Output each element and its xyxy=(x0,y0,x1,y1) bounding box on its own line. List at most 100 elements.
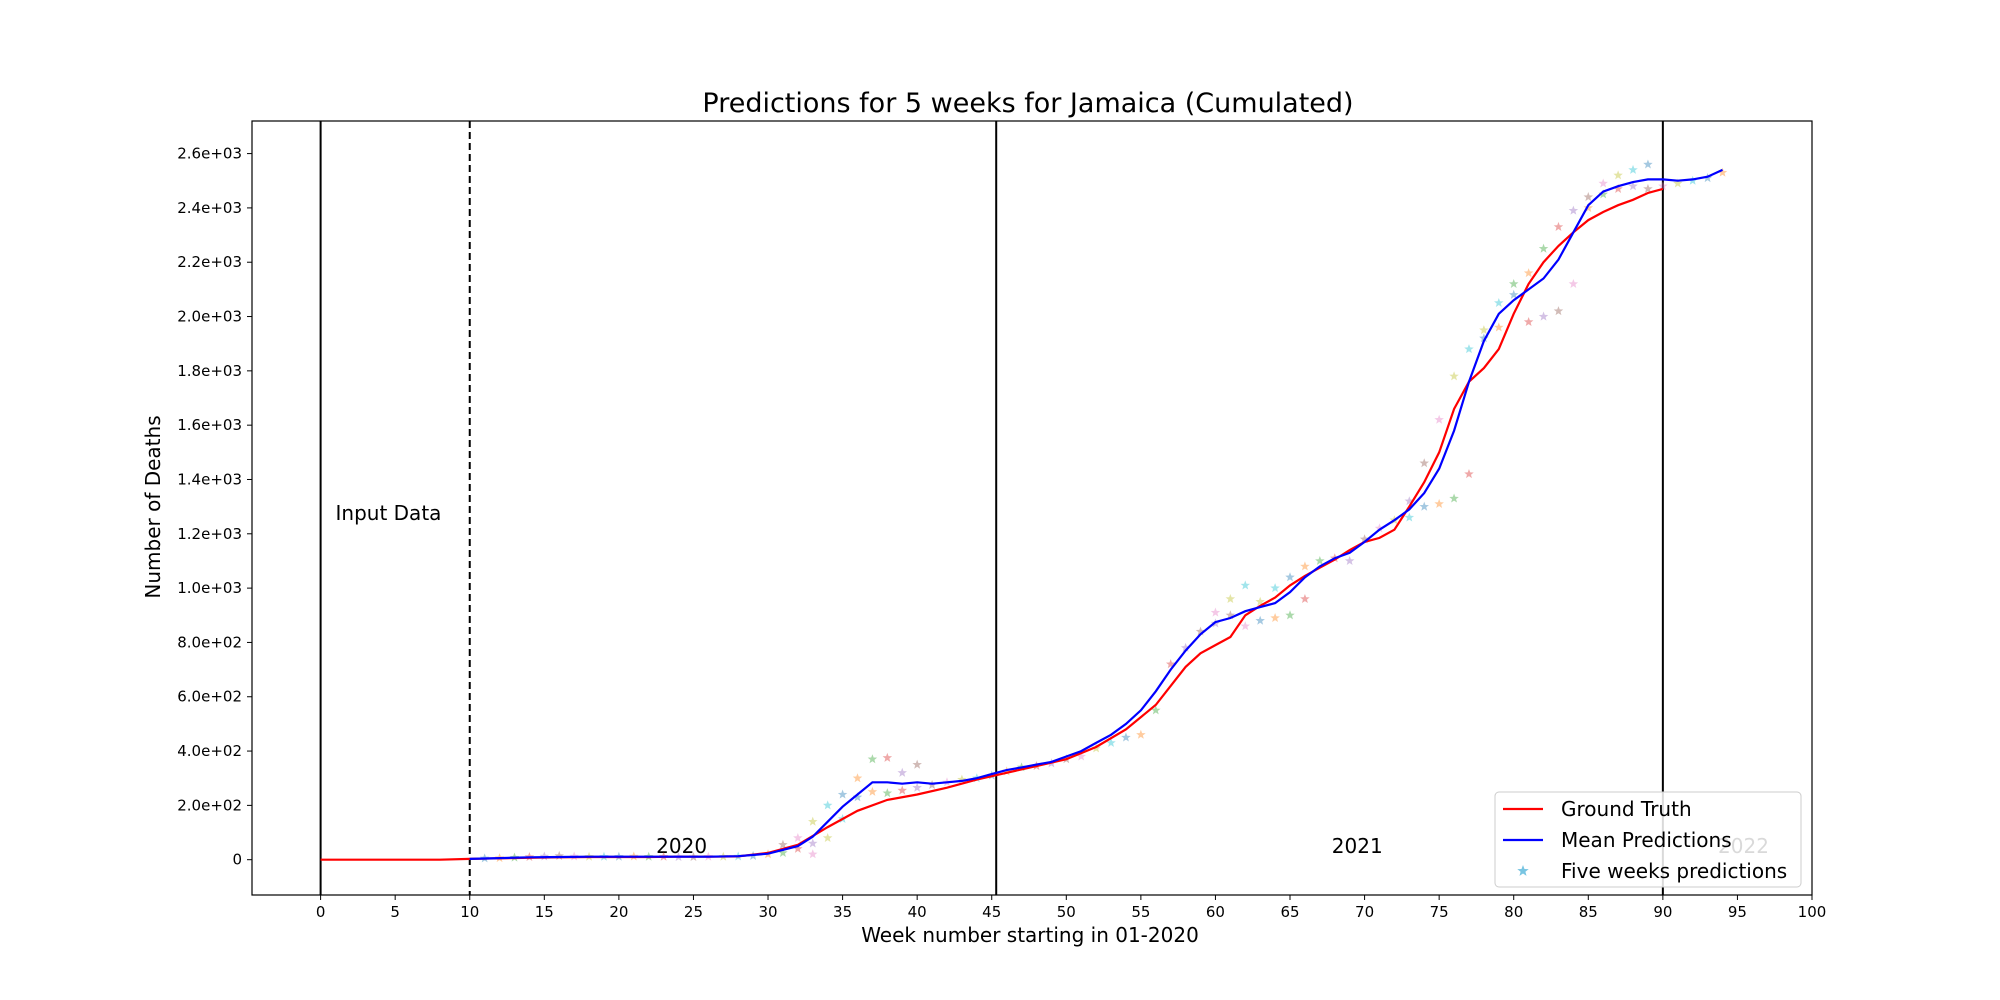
y-axis-label: Number of Deaths xyxy=(141,415,165,598)
prediction-point xyxy=(1613,183,1623,193)
annotation-label: 2021 xyxy=(1332,834,1383,858)
x-tick-label: 70 xyxy=(1355,903,1374,921)
prediction-point xyxy=(1449,493,1459,503)
legend-swatch xyxy=(1517,865,1529,876)
x-tick-label: 55 xyxy=(1131,903,1150,921)
prediction-point xyxy=(539,851,550,861)
prediction-point xyxy=(867,786,878,796)
prediction-point xyxy=(1434,498,1444,508)
prediction-point xyxy=(1270,612,1280,623)
prediction-point xyxy=(1210,607,1221,617)
y-tick-label: 1.6e+03 xyxy=(177,416,242,434)
prediction-point xyxy=(1344,555,1355,565)
prediction-point xyxy=(808,838,818,848)
x-tick-label: 5 xyxy=(390,903,400,921)
prediction-point xyxy=(1494,297,1504,307)
prediction-point xyxy=(1568,205,1579,215)
prediction-point xyxy=(1717,167,1728,177)
prediction-point xyxy=(1658,181,1668,191)
legend: Ground Truth Mean Predictions Five weeks p… xyxy=(1494,791,1802,888)
prediction-point xyxy=(1240,621,1251,631)
prediction-point xyxy=(1523,316,1534,327)
prediction-point xyxy=(1643,183,1653,193)
prediction-point xyxy=(1151,705,1161,715)
y-tick-label: 2.4e+03 xyxy=(177,199,242,217)
y-tick-label: 2.6e+03 xyxy=(177,145,242,163)
mean-predictions-line xyxy=(469,168,1723,860)
x-tick-label: 25 xyxy=(684,903,703,921)
prediction-point xyxy=(1165,659,1176,669)
prediction-point xyxy=(1419,458,1429,468)
legend-label: Five weeks predictions xyxy=(1561,859,1787,883)
x-tick-label: 65 xyxy=(1280,903,1299,921)
prediction-point xyxy=(1121,732,1131,742)
prediction-point xyxy=(778,847,788,857)
prediction-point xyxy=(882,752,893,762)
prediction-point xyxy=(1628,164,1638,174)
x-tick-label: 80 xyxy=(1504,903,1523,921)
x-tick-label: 45 xyxy=(982,903,1001,921)
prediction-point xyxy=(1180,642,1191,652)
ground-truth-line xyxy=(320,187,1664,861)
prediction-point xyxy=(1553,221,1564,231)
prediction-point xyxy=(1598,189,1608,199)
prediction-point xyxy=(867,754,878,764)
prediction-point xyxy=(793,832,803,843)
prediction-point xyxy=(808,816,818,826)
prediction-point xyxy=(1404,496,1415,506)
x-tick-label: 85 xyxy=(1579,903,1598,921)
prediction-point xyxy=(1434,414,1444,424)
prediction-point xyxy=(1136,729,1146,739)
prediction-point xyxy=(1300,593,1310,604)
prediction-point xyxy=(897,785,907,795)
prediction-point xyxy=(822,832,833,843)
x-tick-label: 95 xyxy=(1728,903,1747,921)
prediction-point xyxy=(1464,469,1474,479)
prediction-point xyxy=(912,782,922,792)
y-tick-label: 2.0e+02 xyxy=(177,796,242,814)
x-tick-label: 10 xyxy=(460,903,479,921)
legend-label: Mean Predictions xyxy=(1561,828,1732,852)
prediction-point xyxy=(1538,243,1549,253)
y-tick-label: 2.2e+03 xyxy=(177,253,242,271)
prediction-point xyxy=(1538,311,1549,321)
prediction-point xyxy=(852,792,863,802)
y-tick-label: 8.0e+02 xyxy=(177,633,242,651)
y-tick-label: 1.0e+03 xyxy=(177,579,242,597)
prediction-point xyxy=(1523,268,1534,278)
prediction-point xyxy=(1553,306,1564,316)
prediction-point xyxy=(957,774,967,784)
prediction-point xyxy=(1359,534,1370,544)
x-tick-label: 35 xyxy=(833,903,852,921)
x-tick-label: 50 xyxy=(1057,903,1076,921)
y-tick-label: 4.0e+02 xyxy=(177,742,242,760)
prediction-point xyxy=(822,800,833,810)
prediction-point xyxy=(778,839,788,849)
prediction-point xyxy=(1255,596,1265,606)
plot-area: 0 5 10 15 20 25 30 35 40 45 50 55 60 65 70 75 80 85 90 95 10… xyxy=(177,120,1826,921)
prediction-point xyxy=(882,788,893,798)
x-tick-label: 40 xyxy=(908,903,927,921)
prediction-point xyxy=(1479,333,1489,343)
prediction-point xyxy=(1598,178,1608,188)
prediction-point xyxy=(1613,170,1623,180)
prediction-point xyxy=(1285,572,1295,582)
y-tick-label: 1.2e+03 xyxy=(177,525,242,543)
prediction-point xyxy=(1285,610,1295,620)
prediction-point xyxy=(852,773,863,783)
prediction-point xyxy=(793,843,803,853)
x-tick-label: 20 xyxy=(609,903,628,921)
prediction-point xyxy=(912,759,922,769)
annotation-label: Input Data xyxy=(336,501,442,525)
prediction-point xyxy=(1195,626,1206,636)
prediction-point xyxy=(1270,583,1280,593)
y-tick-label: 0 xyxy=(232,851,242,869)
legend-label: Ground Truth xyxy=(1561,797,1692,821)
x-tick-label: 90 xyxy=(1653,903,1672,921)
plot-frame xyxy=(251,120,1813,896)
prediction-point xyxy=(808,849,818,859)
prediction-point xyxy=(1225,593,1236,604)
x-tick-label: 0 xyxy=(316,903,326,921)
y-tick-label: 2.0e+03 xyxy=(177,308,242,326)
